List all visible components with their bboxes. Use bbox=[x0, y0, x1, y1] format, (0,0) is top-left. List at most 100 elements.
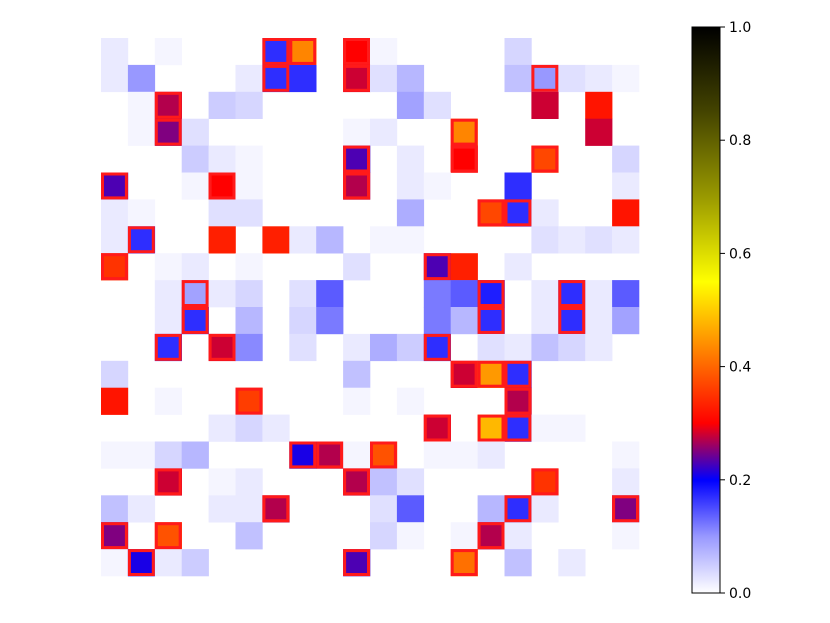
highlight-outline bbox=[504, 387, 532, 415]
heatmap-cell bbox=[531, 307, 559, 335]
heatmap-cell bbox=[208, 414, 236, 442]
heatmap-cell bbox=[477, 333, 505, 362]
heatmap-grid bbox=[101, 38, 640, 577]
heatmap-cell bbox=[289, 307, 317, 335]
heatmap-cell bbox=[101, 441, 129, 469]
heatmap-cell bbox=[585, 118, 613, 146]
heatmap-cell bbox=[316, 441, 344, 469]
heatmap-cell bbox=[370, 468, 398, 496]
heatmap-cell bbox=[154, 118, 182, 146]
highlight-outline bbox=[101, 253, 128, 281]
colorbar-gradient bbox=[692, 27, 720, 593]
heatmap-cell bbox=[504, 333, 532, 362]
heatmap-cell bbox=[101, 360, 129, 388]
highlight-outline bbox=[612, 495, 639, 523]
heatmap-cell bbox=[343, 38, 371, 66]
heatmap-cell bbox=[181, 441, 209, 469]
heatmap-cell bbox=[477, 522, 505, 550]
heatmap-cell bbox=[396, 226, 425, 254]
heatmap-cell bbox=[504, 38, 532, 66]
heatmap-cell bbox=[423, 91, 451, 119]
highlight-outline bbox=[343, 468, 371, 496]
heatmap-cell bbox=[235, 280, 263, 308]
heatmap-cell bbox=[504, 549, 532, 577]
heatmap-cell bbox=[558, 549, 586, 577]
heatmap-cell bbox=[396, 172, 425, 200]
heatmap-cell bbox=[531, 468, 559, 496]
heatmap-cell bbox=[585, 280, 613, 308]
heatmap-cell bbox=[289, 226, 317, 254]
heatmap-cell bbox=[101, 495, 129, 523]
heatmap-cell bbox=[235, 414, 263, 442]
heatmap-cell bbox=[370, 495, 398, 523]
heatmap-cell bbox=[208, 172, 236, 200]
heatmap-cell bbox=[477, 414, 505, 442]
heatmap-cell bbox=[181, 307, 209, 335]
heatmap-cell bbox=[154, 91, 182, 119]
heatmap-cell bbox=[612, 280, 640, 308]
highlight-outline bbox=[154, 333, 182, 361]
heatmap-cell bbox=[423, 441, 451, 469]
heatmap-cell bbox=[612, 199, 640, 227]
highlight-outline bbox=[423, 333, 451, 361]
heatmap-cell bbox=[154, 549, 182, 577]
heatmap-cell bbox=[450, 307, 478, 335]
highlight-outline bbox=[450, 118, 478, 146]
heatmap-cell bbox=[316, 280, 344, 308]
heatmap-cell bbox=[154, 280, 182, 308]
heatmap-cell bbox=[370, 333, 398, 362]
heatmap-cell bbox=[612, 172, 640, 200]
heatmap-cell bbox=[370, 64, 398, 93]
heatmap-cell bbox=[289, 64, 317, 93]
highlight-outline bbox=[181, 307, 209, 334]
highlight-outline bbox=[370, 441, 397, 469]
highlight-outline bbox=[477, 414, 505, 442]
highlight-outline bbox=[181, 280, 209, 308]
heatmap-cell bbox=[208, 226, 236, 254]
heatmap-cell bbox=[477, 280, 505, 308]
heatmap-cell bbox=[612, 307, 640, 335]
heatmap-cell bbox=[450, 145, 478, 173]
highlight-outline bbox=[423, 414, 451, 442]
heatmap-cell bbox=[127, 91, 156, 119]
heatmap-cell bbox=[423, 172, 451, 200]
heatmap-cell bbox=[477, 199, 505, 227]
heatmap-cell bbox=[450, 549, 478, 577]
highlight-outline bbox=[343, 172, 371, 200]
heatmap-cell bbox=[450, 280, 478, 308]
heatmap-cell bbox=[208, 333, 236, 362]
highlight-outline bbox=[504, 414, 532, 442]
colorbar-tick-label: 0.8 bbox=[729, 133, 751, 149]
heatmap-cell bbox=[396, 522, 425, 550]
colorbar: 0.0 0.2 0.4 0.6 0.8 1.0 bbox=[691, 20, 751, 602]
heatmap-cell bbox=[262, 495, 290, 523]
colorbar-ticks: 0.0 0.2 0.4 0.6 0.8 1.0 bbox=[720, 20, 751, 602]
heatmap-cell bbox=[235, 172, 263, 200]
heatmap-cell bbox=[154, 387, 182, 415]
heatmap-cell bbox=[181, 145, 209, 173]
highlight-outline bbox=[289, 38, 317, 65]
heatmap-cell bbox=[127, 549, 156, 577]
highlight-outline bbox=[477, 360, 505, 388]
heatmap-cell bbox=[235, 387, 263, 415]
heatmap-cell bbox=[504, 387, 532, 415]
heatmap-cell bbox=[423, 280, 451, 308]
heatmap-cell bbox=[235, 145, 263, 173]
heatmap-cell bbox=[208, 91, 236, 119]
heatmap-cell bbox=[262, 414, 290, 442]
heatmap-cell bbox=[423, 307, 451, 335]
heatmap-cell bbox=[370, 118, 398, 146]
highlight-outline bbox=[531, 468, 559, 496]
heatmap-cell bbox=[316, 307, 344, 335]
highlight-outline bbox=[343, 38, 371, 65]
heatmap-cell bbox=[101, 522, 129, 550]
heatmap-cell bbox=[585, 64, 613, 93]
heatmap-cell bbox=[127, 64, 156, 93]
heatmap-cell bbox=[343, 468, 371, 496]
heatmap-cell bbox=[396, 495, 425, 523]
colorbar-tick-label: 0.6 bbox=[729, 246, 751, 262]
heatmap-cell bbox=[558, 414, 586, 442]
heatmap-cell bbox=[101, 172, 129, 200]
highlight-outline bbox=[477, 307, 505, 334]
heatmap-cell bbox=[235, 495, 263, 523]
